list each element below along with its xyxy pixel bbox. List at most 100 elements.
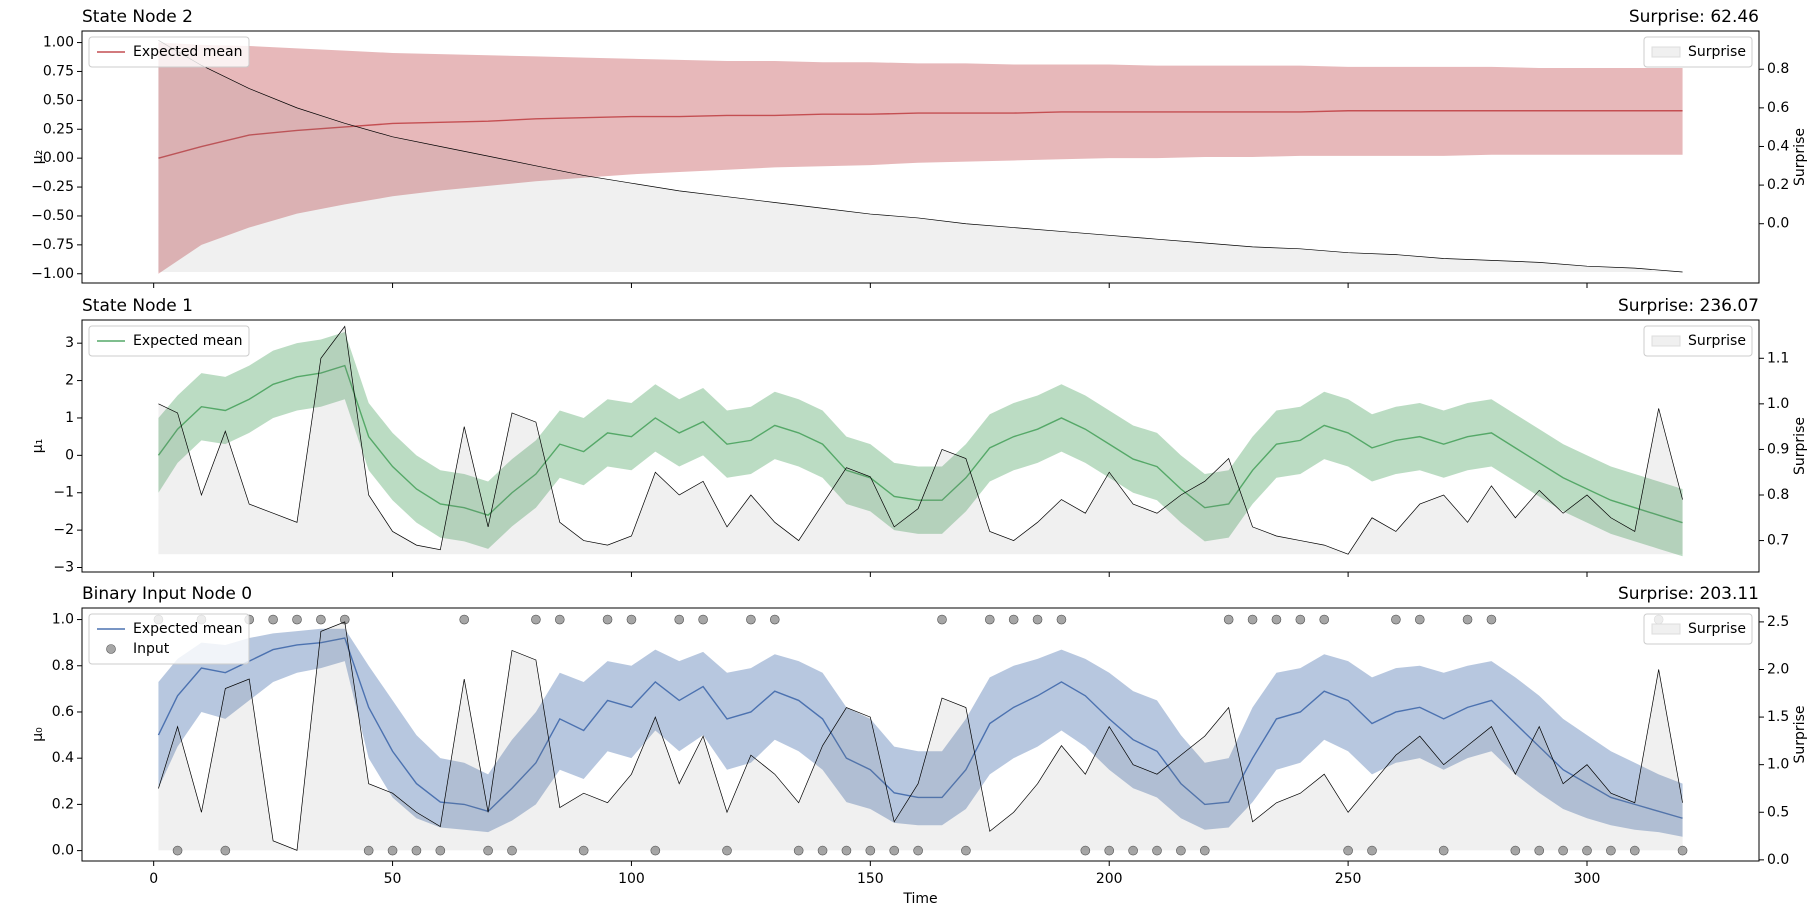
legend-label: Expected mean [133,44,242,60]
y-tick-label: −0.25 [31,179,74,195]
y2-tick-label: 0.7 [1767,533,1789,549]
input-point [913,845,923,856]
y2-tick-label: 0.4 [1767,138,1789,154]
input-point [889,845,900,856]
legend-box [88,36,250,68]
input-point [674,614,685,625]
x-tick-label: 100 [618,871,645,887]
input-point [554,614,565,625]
surprise-title: Surprise: 236.07 [1618,296,1759,316]
y-tick-label: 1.00 [43,35,74,51]
y-tick-label: 3 [65,335,74,351]
input-point [1104,845,1115,856]
input-point [722,845,732,856]
input-point [1414,614,1425,625]
legend-label: Input [133,641,170,657]
input-point [1271,614,1282,625]
y2-tick-label: 1.0 [1767,757,1789,773]
input-point [961,845,971,856]
input-point [220,845,231,856]
input-point [1152,845,1162,856]
y2-tick-label: 2.0 [1767,661,1789,677]
input-point [1032,614,1043,625]
input-point [1367,845,1377,856]
input-point [1582,845,1592,856]
legend-box [1643,613,1753,645]
y-tick-label: 0.00 [43,150,74,166]
y-tick-label: −1 [53,485,74,501]
y2-tick-label: 0.8 [1767,487,1789,503]
uncertainty-band [158,628,1683,837]
legend-label: Surprise [1688,333,1746,349]
input-point [650,845,661,856]
surprise-line [158,39,1683,273]
input-point [387,845,398,856]
legend-patch [1651,335,1681,347]
input-point [1295,614,1306,625]
uncertainty-band [158,331,1683,557]
y-tick-label: 2 [65,373,74,389]
plot-area [157,325,1683,557]
input-point [1199,845,1210,856]
surprise-area [158,621,1683,851]
legend-box [88,325,250,357]
y-axis-label: μ₂ [30,150,46,165]
panel: Binary Input Node 0 Surprise: 203.11 μ₀ Sur… [30,584,1808,907]
input-point [292,614,302,625]
x-axis-label: Time [902,891,937,907]
axes-frame [81,607,1760,862]
surprise-title: Surprise: 203.11 [1618,584,1759,604]
y-tick-label: 0.75 [43,63,74,79]
y2-tick-label: 1.5 [1767,709,1789,725]
input-point [841,845,852,856]
legend-box [1643,325,1753,357]
y2-tick-label: 0.2 [1767,177,1789,193]
y-tick-label: −3 [53,560,74,576]
input-point [1223,614,1234,625]
input-point [865,845,876,856]
panel: State Node 2 Surprise: 62.46 μ₂ Surprise −1.… [30,7,1808,288]
input-point [1343,845,1353,856]
input-point [984,614,995,625]
input-point [1677,845,1688,856]
x-tick-label: 150 [857,871,884,887]
input-point [1128,845,1138,856]
axes-frame [81,319,1760,573]
input-point [411,845,422,856]
y2-axis-label: Surprise [1792,128,1808,186]
mean-line [157,364,1683,524]
y2-axis-label: Surprise [1792,706,1808,764]
x-tick-label: 200 [1096,871,1123,887]
y-tick-label: 0.0 [52,843,74,859]
y-axis-label: μ₀ [30,727,46,742]
plot-area [158,39,1683,274]
input-point [626,614,637,625]
input-point [268,614,278,625]
surprise-area [158,40,1683,272]
input-point [1606,845,1616,856]
y2-tick-label: 0.5 [1767,804,1789,820]
legend-patch [1651,623,1681,635]
input-point [817,845,828,856]
legend-label: Expected mean [133,621,242,637]
y2-tick-label: 0.6 [1767,100,1789,116]
input-point [1510,845,1521,856]
y-tick-label: 1.0 [52,612,74,628]
input-point [937,614,947,625]
x-tick-label: 300 [1574,871,1601,887]
legend-patch [1651,46,1681,58]
y-tick-label: −0.75 [31,237,74,253]
y2-tick-label: 1.1 [1767,350,1789,366]
x-tick-label: 0 [149,871,158,887]
surprise-title: Surprise: 62.46 [1629,7,1759,27]
y-axis-label: μ₁ [30,439,46,454]
input-point [1391,614,1401,625]
input-point [1056,614,1067,625]
y-tick-label: 0.2 [52,796,74,812]
y-tick-label: 0.4 [52,750,74,766]
y-tick-label: 0.8 [52,658,74,674]
y2-tick-label: 0.0 [1767,216,1789,232]
surprise-line [158,621,1683,851]
input-point [746,614,756,625]
input-point [1080,845,1091,856]
